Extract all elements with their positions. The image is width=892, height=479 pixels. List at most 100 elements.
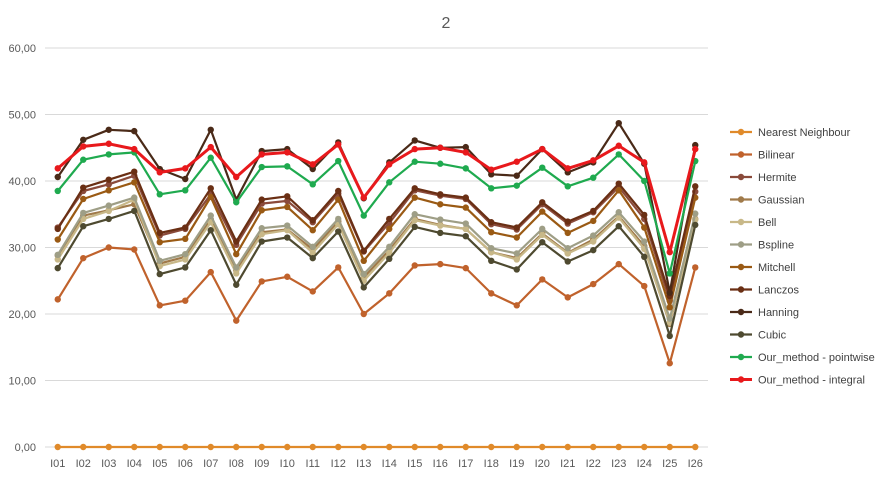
x-tick-label: I13	[356, 458, 371, 470]
data-point	[437, 160, 444, 167]
data-point	[54, 264, 61, 272]
data-point	[335, 187, 342, 195]
data-point	[258, 443, 265, 451]
data-point	[309, 249, 316, 257]
legend-label: Bspline	[758, 240, 794, 252]
series-line	[56, 209, 697, 337]
data-point	[411, 185, 418, 192]
series-line	[56, 174, 697, 302]
x-tick-label: I12	[331, 458, 346, 470]
data-point	[131, 179, 138, 186]
data-point	[437, 144, 444, 151]
data-point	[156, 238, 163, 246]
series-0	[54, 443, 699, 451]
legend-label: Hermite	[758, 172, 797, 184]
data-point	[539, 208, 546, 215]
data-point	[564, 294, 571, 301]
legend-item: Hanning	[730, 307, 799, 319]
data-point	[105, 207, 112, 215]
x-tick-label: I16	[433, 458, 448, 470]
data-point	[335, 443, 342, 451]
data-point	[207, 193, 214, 201]
legend-swatch-marker	[737, 218, 745, 226]
y-tick-label: 60,00	[8, 43, 36, 55]
x-tick-label: I02	[76, 458, 91, 470]
legend-swatch-marker	[737, 263, 745, 271]
data-point	[54, 225, 61, 233]
data-point	[641, 211, 648, 219]
series-7	[54, 168, 699, 300]
data-point	[156, 257, 163, 264]
data-point	[335, 141, 342, 148]
x-tick-label: I23	[611, 458, 626, 470]
data-point	[462, 194, 469, 201]
data-point	[131, 168, 138, 175]
data-point	[386, 215, 393, 223]
y-tick-label: 0,00	[15, 442, 36, 454]
data-point	[411, 262, 418, 269]
data-point	[80, 254, 87, 262]
data-point	[666, 443, 673, 451]
x-tick-label: I18	[484, 458, 499, 470]
data-point	[309, 243, 316, 251]
y-axis-ticks: 0,00 10,00 20,00 30,00 40,00 50,00 60,00	[8, 43, 36, 454]
legend-item: Cubic	[730, 330, 787, 342]
data-point	[309, 161, 316, 168]
data-point	[182, 175, 189, 183]
data-point	[615, 260, 622, 268]
data-point	[411, 211, 418, 218]
data-point	[131, 443, 138, 451]
data-point	[360, 284, 367, 291]
data-point	[156, 270, 163, 278]
data-point	[335, 264, 342, 271]
data-point	[615, 151, 622, 158]
series-lines	[54, 119, 699, 451]
data-point	[462, 443, 469, 451]
data-point	[590, 217, 597, 225]
legend-label: Our_method - integral	[758, 375, 865, 387]
data-point	[386, 243, 393, 251]
data-point	[666, 304, 673, 311]
data-point	[590, 174, 597, 181]
data-point	[258, 225, 265, 232]
data-point	[692, 145, 699, 153]
data-point	[590, 232, 597, 239]
data-point	[182, 250, 189, 258]
data-point	[513, 172, 520, 179]
data-point	[309, 165, 316, 173]
legend-swatch-marker	[737, 331, 745, 338]
y-tick-label: 20,00	[8, 309, 36, 321]
x-tick-label: I10	[280, 458, 295, 470]
data-point	[105, 202, 112, 209]
data-point	[258, 207, 265, 214]
data-point	[411, 217, 418, 224]
data-point	[80, 223, 87, 230]
data-point	[360, 194, 367, 201]
data-point	[386, 225, 393, 233]
data-point	[615, 209, 622, 216]
x-tick-label: I01	[50, 458, 65, 470]
series-9	[54, 207, 699, 340]
data-point	[105, 176, 112, 183]
series-line	[56, 198, 697, 324]
series-1	[54, 244, 699, 367]
data-point	[615, 214, 622, 221]
data-point	[233, 443, 240, 451]
data-point	[80, 156, 87, 163]
x-tick-label: I25	[662, 458, 677, 470]
data-point	[105, 151, 112, 158]
data-point	[462, 225, 469, 233]
data-point	[258, 151, 265, 158]
x-tick-label: I07	[203, 458, 218, 470]
data-point	[156, 443, 163, 451]
data-point	[207, 154, 214, 161]
data-point	[309, 288, 316, 295]
legend-label: Mitchell	[758, 262, 795, 274]
data-point	[80, 195, 87, 203]
data-point	[233, 270, 240, 277]
data-point	[284, 203, 291, 211]
x-tick-label: I26	[688, 458, 703, 470]
x-tick-label: I19	[509, 458, 524, 470]
data-point	[539, 225, 546, 233]
legend-swatch-marker	[737, 151, 745, 158]
